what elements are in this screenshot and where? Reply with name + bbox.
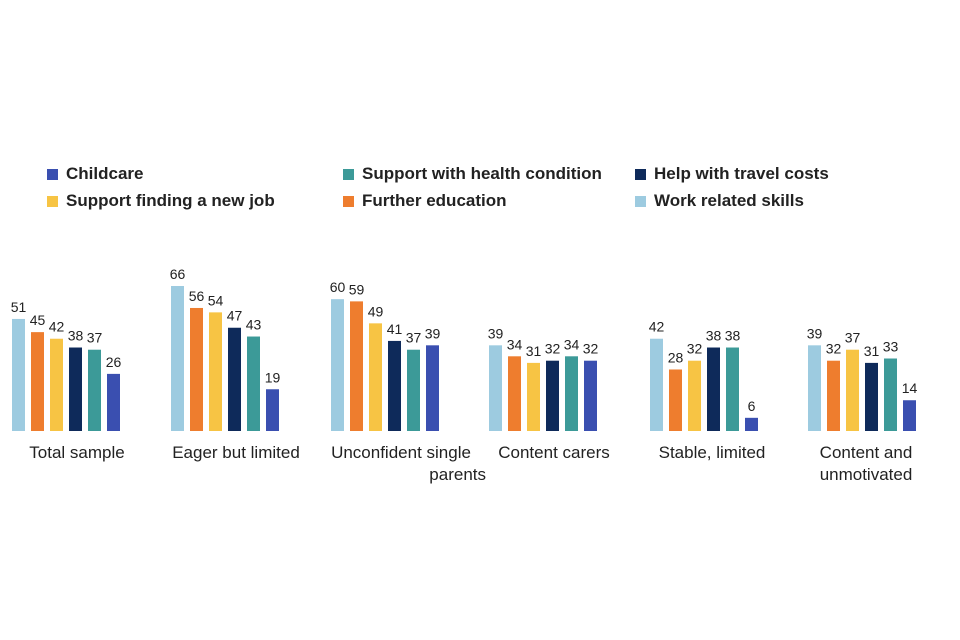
bar-unconfident-single-parents-work-related-skills xyxy=(331,299,344,431)
category-label-content-carers: Content carers xyxy=(498,443,610,462)
data-label: 38 xyxy=(725,328,741,344)
legend-label: Further education xyxy=(362,191,507,210)
data-label: 56 xyxy=(189,288,205,304)
legend-swatch xyxy=(343,195,354,207)
bar-unconfident-single-parents-further-education xyxy=(350,301,363,431)
data-label: 33 xyxy=(883,338,899,354)
legend-label: Help with travel costs xyxy=(654,164,829,183)
data-label: 42 xyxy=(49,319,65,335)
legend-swatch xyxy=(47,195,58,207)
data-label: 26 xyxy=(106,354,122,370)
legend-item-further-education: Further education xyxy=(343,191,507,211)
bar-total-sample-help-with-travel-costs xyxy=(69,347,82,431)
data-label: 31 xyxy=(864,343,880,359)
data-label: 14 xyxy=(902,380,918,396)
bar-total-sample-work-related-skills xyxy=(12,318,25,431)
bar-eager-but-limited-work-related-skills xyxy=(171,285,184,431)
data-label: 32 xyxy=(583,341,599,357)
bar-eager-but-limited-help-with-travel-costs xyxy=(228,327,241,431)
bar-total-sample-support-with-health-condition xyxy=(88,349,101,431)
bar-content-and-unmotivated-work-related-skills xyxy=(808,345,821,431)
data-label: 41 xyxy=(387,321,403,337)
data-label: 66 xyxy=(170,266,186,282)
bar-total-sample-support-finding-a-new-job xyxy=(50,338,63,431)
bar-content-carers-support-finding-a-new-job xyxy=(527,362,540,431)
category-label-unconfident-single-parents: Unconfident single parents xyxy=(331,443,486,484)
bar-content-and-unmotivated-help-with-travel-costs xyxy=(865,362,878,431)
data-label: 59 xyxy=(349,281,365,297)
data-label: 34 xyxy=(564,336,580,352)
bar-stable-limited-childcare xyxy=(745,417,758,431)
legend-swatch xyxy=(635,168,646,180)
legend-item-help-with-travel-costs: Help with travel costs xyxy=(635,164,829,184)
data-label: 28 xyxy=(668,349,684,365)
data-label: 32 xyxy=(687,341,703,357)
data-label: 6 xyxy=(748,398,756,414)
data-label: 51 xyxy=(11,299,27,315)
bar-unconfident-single-parents-support-with-health-condition xyxy=(407,349,420,431)
data-label: 38 xyxy=(68,328,84,344)
data-label: 32 xyxy=(826,341,842,357)
bar-content-and-unmotivated-support-with-health-condition xyxy=(884,358,897,431)
data-label: 43 xyxy=(246,317,262,333)
data-label: 31 xyxy=(526,343,542,359)
data-label: 38 xyxy=(706,328,722,344)
bar-content-carers-support-with-health-condition xyxy=(565,356,578,431)
data-label: 49 xyxy=(368,303,384,319)
legend-item-work-related-skills: Work related skills xyxy=(635,191,804,211)
bar-stable-limited-support-with-health-condition xyxy=(726,347,739,431)
legend-item-support-with-health-condition: Support with health condition xyxy=(343,164,602,184)
chart-legend: Childcare Support with health condition He… xyxy=(0,0,960,240)
data-label: 54 xyxy=(208,292,224,308)
data-label: 45 xyxy=(30,312,46,328)
bar-unconfident-single-parents-childcare xyxy=(426,345,439,431)
bar-content-carers-work-related-skills xyxy=(489,345,502,431)
legend-swatch xyxy=(47,168,58,180)
category-label-eager-but-limited: Eager but limited xyxy=(172,443,300,462)
bar-unconfident-single-parents-support-finding-a-new-job xyxy=(369,323,382,431)
legend-item-support-finding-a-new-job: Support finding a new job xyxy=(47,191,275,211)
data-label: 47 xyxy=(227,308,243,324)
data-label: 32 xyxy=(545,341,561,357)
bar-stable-limited-work-related-skills xyxy=(650,338,663,431)
bar-unconfident-single-parents-help-with-travel-costs xyxy=(388,340,401,431)
bar-stable-limited-help-with-travel-costs xyxy=(707,347,720,431)
bar-content-and-unmotivated-support-finding-a-new-job xyxy=(846,349,859,431)
bar-content-carers-further-education xyxy=(508,356,521,431)
legend-swatch xyxy=(343,168,354,180)
legend-swatch xyxy=(635,195,646,207)
legend-label: Work related skills xyxy=(654,191,804,210)
data-label: 37 xyxy=(845,330,861,346)
data-label: 39 xyxy=(807,325,823,341)
data-label: 60 xyxy=(330,279,346,295)
data-label: 37 xyxy=(406,330,422,346)
bar-content-and-unmotivated-childcare xyxy=(903,400,916,431)
bar-total-sample-further-education xyxy=(31,332,44,431)
legend-label: Childcare xyxy=(66,164,144,183)
data-label: 37 xyxy=(87,330,103,346)
data-label: 19 xyxy=(265,369,281,385)
data-label: 39 xyxy=(425,325,441,341)
bar-content-carers-help-with-travel-costs xyxy=(546,360,559,431)
bar-total-sample-childcare xyxy=(107,373,120,431)
category-label-stable-limited: Stable, limited xyxy=(658,443,766,462)
bar-eager-but-limited-further-education xyxy=(190,307,203,431)
data-label: 39 xyxy=(488,325,504,341)
bar-content-carers-childcare xyxy=(584,360,597,431)
bar-stable-limited-further-education xyxy=(669,369,682,431)
data-label: 34 xyxy=(507,336,523,352)
bar-eager-but-limited-support-finding-a-new-job xyxy=(209,312,222,431)
data-label: 42 xyxy=(649,319,665,335)
bar-stable-limited-support-finding-a-new-job xyxy=(688,360,701,431)
legend-label: Support with health condition xyxy=(362,164,602,183)
category-label-total-sample: Total sample xyxy=(29,443,125,462)
legend-item-childcare: Childcare xyxy=(47,164,143,184)
legend-label: Support finding a new job xyxy=(66,191,275,210)
category-label-content-and-unmotivated: Content and unmotivated xyxy=(819,443,913,484)
bar-eager-but-limited-childcare xyxy=(266,389,279,431)
bar-content-and-unmotivated-further-education xyxy=(827,360,840,431)
bar-eager-but-limited-support-with-health-condition xyxy=(247,336,260,431)
